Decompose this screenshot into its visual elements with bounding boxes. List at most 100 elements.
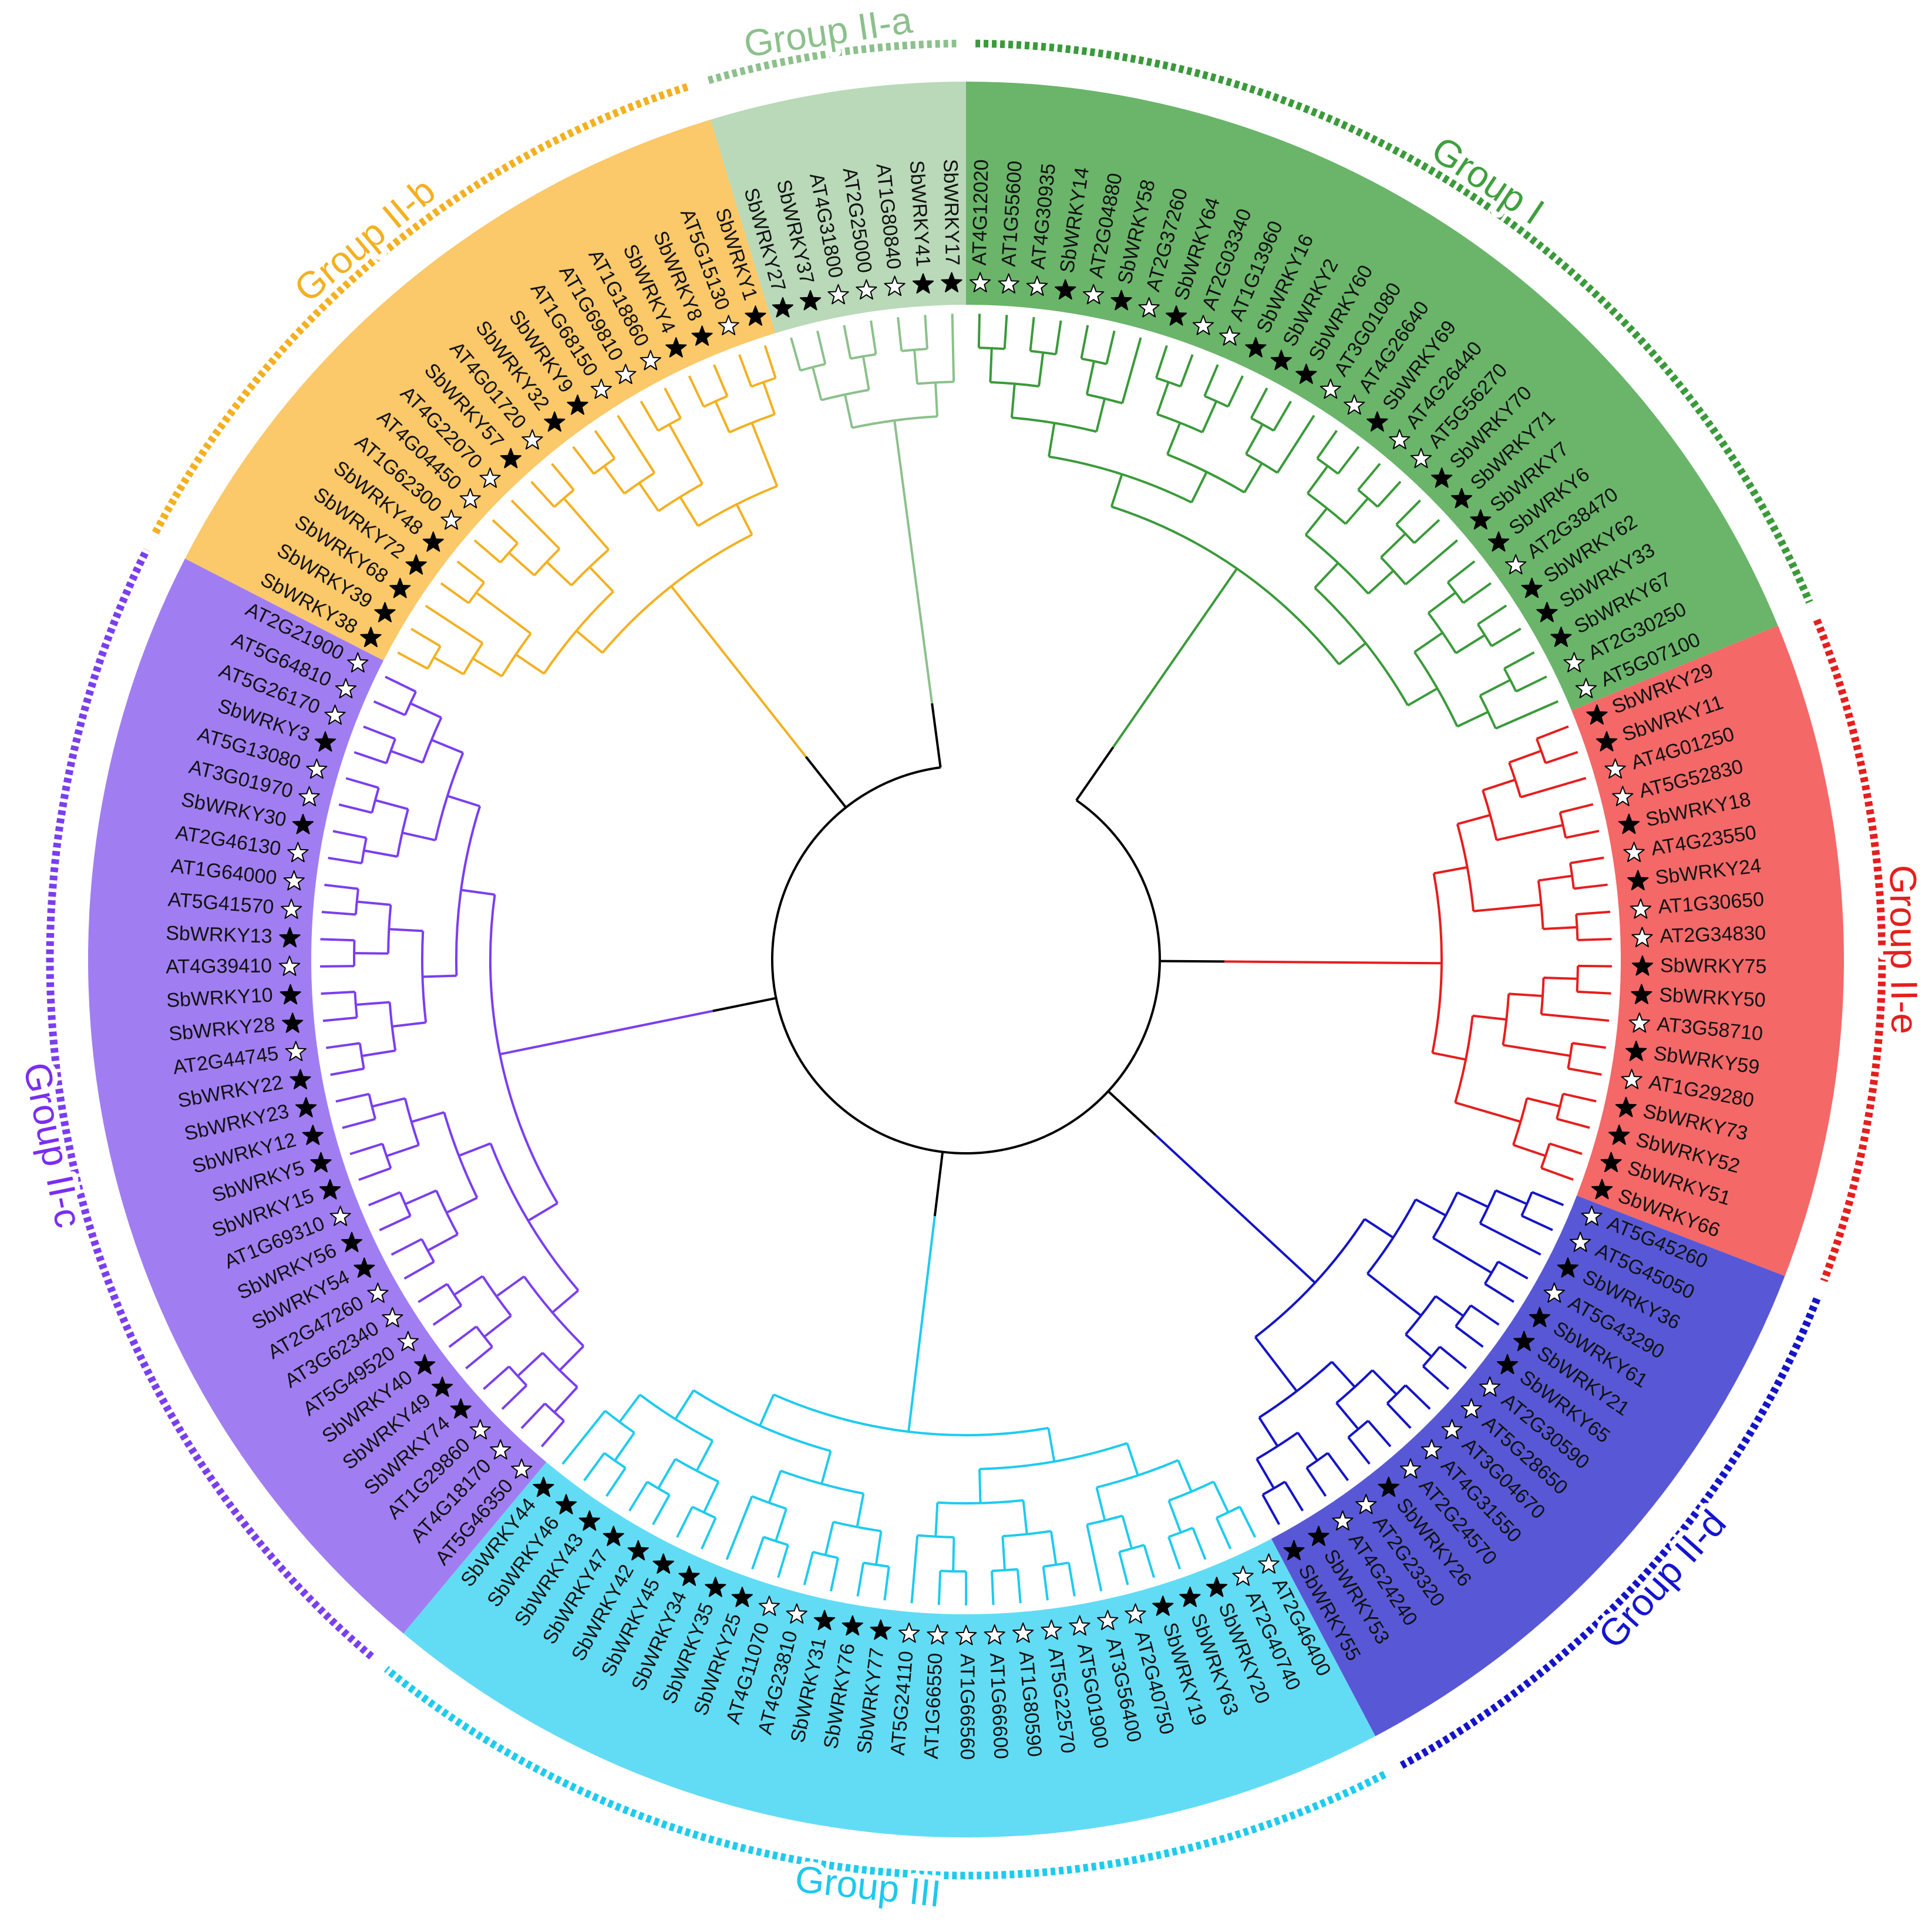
branch [817,331,825,363]
branch [1440,1347,1466,1368]
branch [1307,1468,1325,1496]
branch [509,553,534,575]
branch [1167,423,1180,455]
branch [1317,430,1337,458]
branch [1455,1103,1520,1122]
branch [493,520,518,543]
branch [473,658,502,676]
branch [939,1571,940,1605]
root-branch [1160,961,1224,962]
root-branch [1108,1091,1156,1135]
branch [426,605,483,643]
branch [1348,1438,1369,1464]
branch [354,752,386,763]
branch [857,1563,863,1596]
branch [680,497,698,526]
group-label: Group III [793,1857,943,1915]
branch [1509,994,1543,996]
branch [516,655,544,674]
group-stem [894,420,932,704]
branch [1436,1296,1463,1316]
branch [1483,780,1515,790]
branch [391,751,423,763]
branch [898,317,901,351]
branch [496,1277,524,1297]
branch [547,562,571,585]
branch [1480,680,1510,696]
leaf-label: AT4G39410 [166,955,272,978]
branch [449,1327,476,1347]
branch [454,1276,483,1295]
branch [1031,317,1034,351]
branch [577,631,603,652]
branch [392,1239,422,1255]
branch [1251,388,1267,418]
branch [1557,1119,1590,1127]
branch [813,367,822,400]
branch [1169,1537,1180,1569]
branch [356,1002,390,1005]
branch [658,1459,675,1489]
branch [1244,463,1262,493]
branch [752,423,777,486]
branch [1576,912,1610,914]
branch [1096,1487,1105,1520]
branches [320,314,1612,1605]
branch [737,504,752,535]
branch [1480,1223,1540,1254]
branch [531,482,554,507]
branch [1018,1569,1021,1603]
branch [760,1395,773,1426]
branch [324,885,358,889]
branch [405,1190,436,1204]
branch [1527,1098,1560,1106]
group-stem [671,586,806,756]
branch [1405,540,1457,584]
branch [1365,1219,1394,1238]
branch [604,466,624,494]
branch [607,1468,625,1496]
group-label: Group II-a [741,0,915,65]
branch [1541,1014,1609,1021]
branch [1157,382,1169,415]
leaf-label: SbWRKY75 [1660,954,1767,978]
root-branch [806,757,846,807]
branch [980,1469,981,1503]
branch [339,805,372,813]
branch [541,1421,564,1447]
branch [1543,927,1577,929]
group-stem [908,1216,935,1432]
branch [618,416,655,473]
branch [434,657,463,674]
branch [639,483,659,511]
branch [805,1552,813,1585]
branch [1428,593,1455,613]
branch [1337,1403,1358,1429]
branch [1119,1552,1128,1585]
branch [385,676,416,691]
branch [1246,425,1263,455]
branch [412,1112,445,1122]
branch [476,593,531,634]
branch [1387,1403,1411,1428]
branch [665,388,681,418]
branch [405,1262,434,1279]
branch [615,1433,634,1460]
branch [433,1305,462,1325]
branch [778,1545,788,1577]
branch [320,966,354,967]
branch [379,1216,410,1230]
branch [1381,534,1406,557]
branch [398,652,428,669]
branch [322,912,356,914]
branch [432,740,463,753]
branch [857,1493,864,1527]
branch [1456,1327,1483,1347]
branch [447,796,480,806]
branch [1069,1563,1075,1596]
branch [1541,1168,1574,1180]
branch [1228,376,1243,406]
branch [1049,423,1054,456]
branch [418,1284,447,1302]
